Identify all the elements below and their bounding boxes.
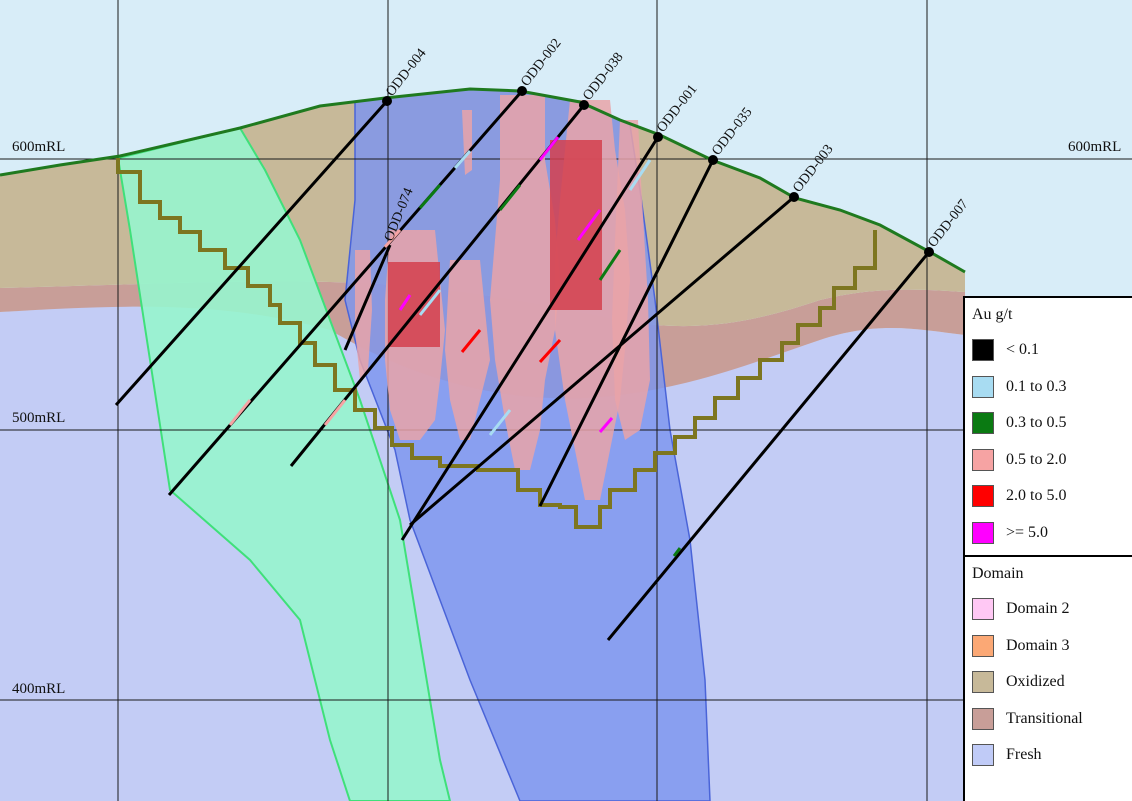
legend-grade-item: >= 5.0 xyxy=(965,515,1132,552)
legend-domain-item: Domain 3 xyxy=(965,628,1132,665)
legend-domain-item: Transitional xyxy=(965,701,1132,738)
legend-grade-label: 0.5 to 2.0 xyxy=(1006,450,1067,468)
legend-grade-item: 0.1 to 0.3 xyxy=(965,369,1132,406)
legend-domain-label: Transitional xyxy=(1006,709,1083,727)
legend-grade-swatch xyxy=(972,339,994,362)
legend-domain-item: Oxidized xyxy=(965,664,1132,701)
legend-grade-swatch xyxy=(972,521,994,544)
legend-panel: Au g/t < 0.1 0.1 to 0.3 0.3 to 0.5 0.5 to 2… xyxy=(963,296,1132,801)
assay-intervals xyxy=(228,136,682,557)
legend-grade-list: < 0.1 0.1 to 0.3 0.3 to 0.5 0.5 to 2.0 2.0 t… xyxy=(965,332,1132,551)
legend-grade-label: 2.0 to 5.0 xyxy=(1006,487,1067,505)
legend-grade-swatch xyxy=(972,448,994,471)
high-grade-blocks xyxy=(388,140,602,347)
legend-grade-label: < 0.1 xyxy=(1006,341,1040,359)
legend-domain-swatch xyxy=(972,744,994,767)
rl-label-600-left: 600mRL xyxy=(12,139,65,155)
legend-grade-item: 2.0 to 5.0 xyxy=(965,478,1132,515)
green-domain xyxy=(116,126,452,801)
legend-domain-label: Oxidized xyxy=(1006,673,1065,691)
legend-grade-label: 0.1 to 0.3 xyxy=(1006,377,1067,395)
legend-grade-item: < 0.1 xyxy=(965,332,1132,369)
legend-grade-title: Au g/t xyxy=(972,306,1013,323)
legend-domain-list: Domain 2 Domain 3 Oxidized Transitional Fres… xyxy=(965,591,1132,774)
legend-domain-title: Domain xyxy=(972,565,1024,582)
legend-grade-label: 0.3 to 0.5 xyxy=(1006,414,1067,432)
legend-divider xyxy=(965,555,1132,557)
topography-line xyxy=(0,87,966,274)
legend-domain-swatch xyxy=(972,671,994,694)
legend-grade-swatch xyxy=(972,485,994,508)
rl-label-600-right: 600mRL xyxy=(1068,139,1121,155)
legend-grade-swatch xyxy=(972,412,994,435)
legend-grade-item: 0.5 to 2.0 xyxy=(965,442,1132,479)
pit-shell-outline xyxy=(116,158,877,529)
legend-domain-swatch xyxy=(972,707,994,730)
legend-grade-item: 0.3 to 0.5 xyxy=(965,405,1132,442)
legend-grade-swatch xyxy=(972,375,994,398)
legend-domain-label: Fresh xyxy=(1006,746,1042,764)
rl-label-500-left: 500mRL xyxy=(12,410,65,426)
legend-domain-item: Fresh xyxy=(965,737,1132,774)
legend-domain-swatch xyxy=(972,634,994,657)
rl-label-400-left: 400mRL xyxy=(12,681,65,697)
drill-collars xyxy=(382,86,934,257)
legend-domain-swatch xyxy=(972,598,994,621)
legend-domain-label: Domain 2 xyxy=(1006,600,1070,618)
legend-grade-label: >= 5.0 xyxy=(1006,523,1049,541)
legend-domain-item: Domain 2 xyxy=(965,591,1132,628)
legend-domain-label: Domain 3 xyxy=(1006,636,1070,654)
